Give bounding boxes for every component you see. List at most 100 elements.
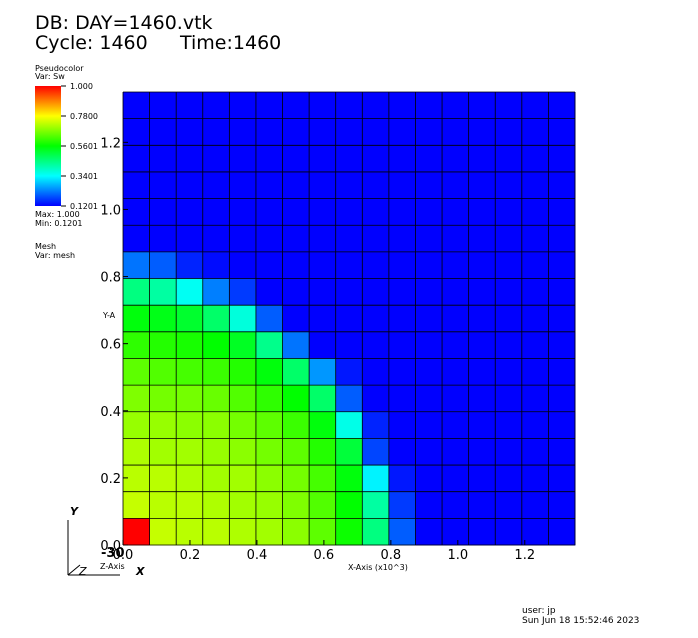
heatmap-cell — [123, 145, 151, 173]
heatmap-cell — [388, 92, 416, 120]
heatmap-cell — [335, 438, 363, 466]
db-title: DB: DAY=1460.vtk — [35, 12, 213, 34]
heatmap-cell — [282, 518, 310, 546]
heatmap-cell — [442, 118, 470, 146]
cycle-label: Cycle: 1460 — [35, 32, 148, 54]
heatmap-cell — [388, 518, 416, 546]
colorbar-tick-label: 0.5601 — [70, 142, 98, 151]
heatmap-cell — [495, 225, 523, 253]
heatmap-cell — [415, 438, 443, 466]
heatmap-cell — [335, 251, 363, 280]
heatmap-cell — [415, 411, 443, 439]
heatmap-cell — [521, 251, 549, 280]
heatmap-cell — [123, 305, 151, 333]
heatmap-cell — [123, 411, 151, 439]
heatmap-cell — [202, 518, 230, 546]
heatmap-cell — [309, 251, 337, 280]
heatmap-cell — [388, 278, 416, 306]
heatmap-cell — [362, 171, 390, 200]
heatmap-cell — [309, 118, 337, 146]
y-axis-label: Y-A — [103, 311, 116, 320]
heatmap-cell — [415, 491, 443, 519]
heatmap-cell — [149, 118, 177, 146]
heatmap-cell — [335, 385, 363, 413]
heatmap-cell — [548, 305, 576, 333]
heatmap-cell — [468, 491, 496, 519]
heatmap-cell — [282, 465, 310, 493]
heatmap-cell — [309, 491, 337, 519]
x-tick-label: 0.0 — [113, 548, 134, 563]
y-tick-label: 0.2 — [100, 472, 121, 487]
heatmap-cell — [255, 251, 284, 280]
x-tick-label: 0.6 — [314, 548, 335, 563]
colorbar-tick-label: 0.7800 — [70, 112, 98, 121]
heatmap-cell — [202, 438, 230, 466]
heatmap-cell — [229, 331, 257, 359]
heatmap-cell — [229, 118, 257, 146]
heatmap-cell — [176, 465, 204, 493]
heatmap-cell — [442, 225, 470, 253]
heatmap-cell — [229, 358, 257, 386]
heatmap-cell — [176, 171, 204, 200]
heatmap-cell — [202, 491, 230, 519]
heatmap-cell — [282, 171, 310, 200]
heatmap-cell — [229, 465, 257, 493]
triad-offset-label: -30 — [101, 546, 125, 561]
heatmap-cell — [255, 145, 284, 173]
x-tick-label: 0.8 — [381, 548, 402, 563]
heatmap-cell — [362, 92, 390, 120]
colorbar-tick-label: 0.1201 — [70, 202, 98, 211]
heatmap-cell — [149, 438, 177, 466]
heatmap-cell — [309, 518, 337, 546]
heatmap-cell — [123, 438, 151, 466]
legend-mesh-label: Mesh — [35, 242, 57, 251]
heatmap-cell — [282, 225, 310, 253]
heatmap-cell — [335, 518, 363, 546]
heatmap-cell — [202, 251, 230, 280]
mesh-grid — [122, 91, 576, 546]
x-tick-label: 0.2 — [180, 548, 201, 563]
heatmap-cell — [335, 465, 363, 493]
heatmap-cell — [202, 465, 230, 493]
heatmap-cell — [388, 251, 416, 280]
heatmap-cell — [415, 198, 443, 226]
heatmap-cell — [282, 305, 310, 333]
heatmap-cell — [202, 225, 230, 253]
heatmap-cell — [149, 358, 177, 386]
colorbar-ticks: 1.000 0.7800 0.5601 0.3401 0.1201 — [61, 82, 98, 211]
heatmap-cell — [149, 198, 177, 226]
heatmap-cell — [388, 305, 416, 333]
heatmap-cell — [335, 358, 363, 386]
heatmap-cell — [362, 491, 390, 519]
heatmap-cell — [442, 411, 470, 439]
heatmap-cell — [388, 358, 416, 386]
heatmap-cell — [255, 438, 284, 466]
heatmap-cell — [468, 518, 496, 546]
heatmap-cell — [255, 198, 284, 226]
heatmap-cell — [176, 305, 204, 333]
heatmap-cell — [468, 118, 496, 146]
heatmap-cell — [149, 171, 177, 200]
heatmap-cell — [495, 92, 523, 120]
heatmap-cell — [176, 358, 204, 386]
heatmap-cell — [202, 118, 230, 146]
heatmap-cell — [335, 145, 363, 173]
heatmap-cell — [309, 305, 337, 333]
heatmap-cell — [176, 411, 204, 439]
heatmap-cell — [255, 225, 284, 253]
heatmap-cell — [495, 198, 523, 226]
x-tick-label: 1.0 — [447, 548, 468, 563]
heatmap-cell — [468, 331, 496, 359]
heatmap-cell — [442, 385, 470, 413]
heatmap-cell — [176, 278, 204, 306]
heatmap-cell — [335, 278, 363, 306]
heatmap-cell — [495, 278, 523, 306]
heatmap-cell — [149, 305, 177, 333]
heatmap-cell — [229, 518, 257, 546]
heatmap-cell — [123, 331, 151, 359]
heatmap-cell — [442, 358, 470, 386]
heatmap-cell — [362, 385, 390, 413]
heatmap-cell — [442, 198, 470, 226]
legend-plot-type: Pseudocolor — [35, 64, 84, 73]
colorbar-tick-label: 0.3401 — [70, 172, 98, 181]
